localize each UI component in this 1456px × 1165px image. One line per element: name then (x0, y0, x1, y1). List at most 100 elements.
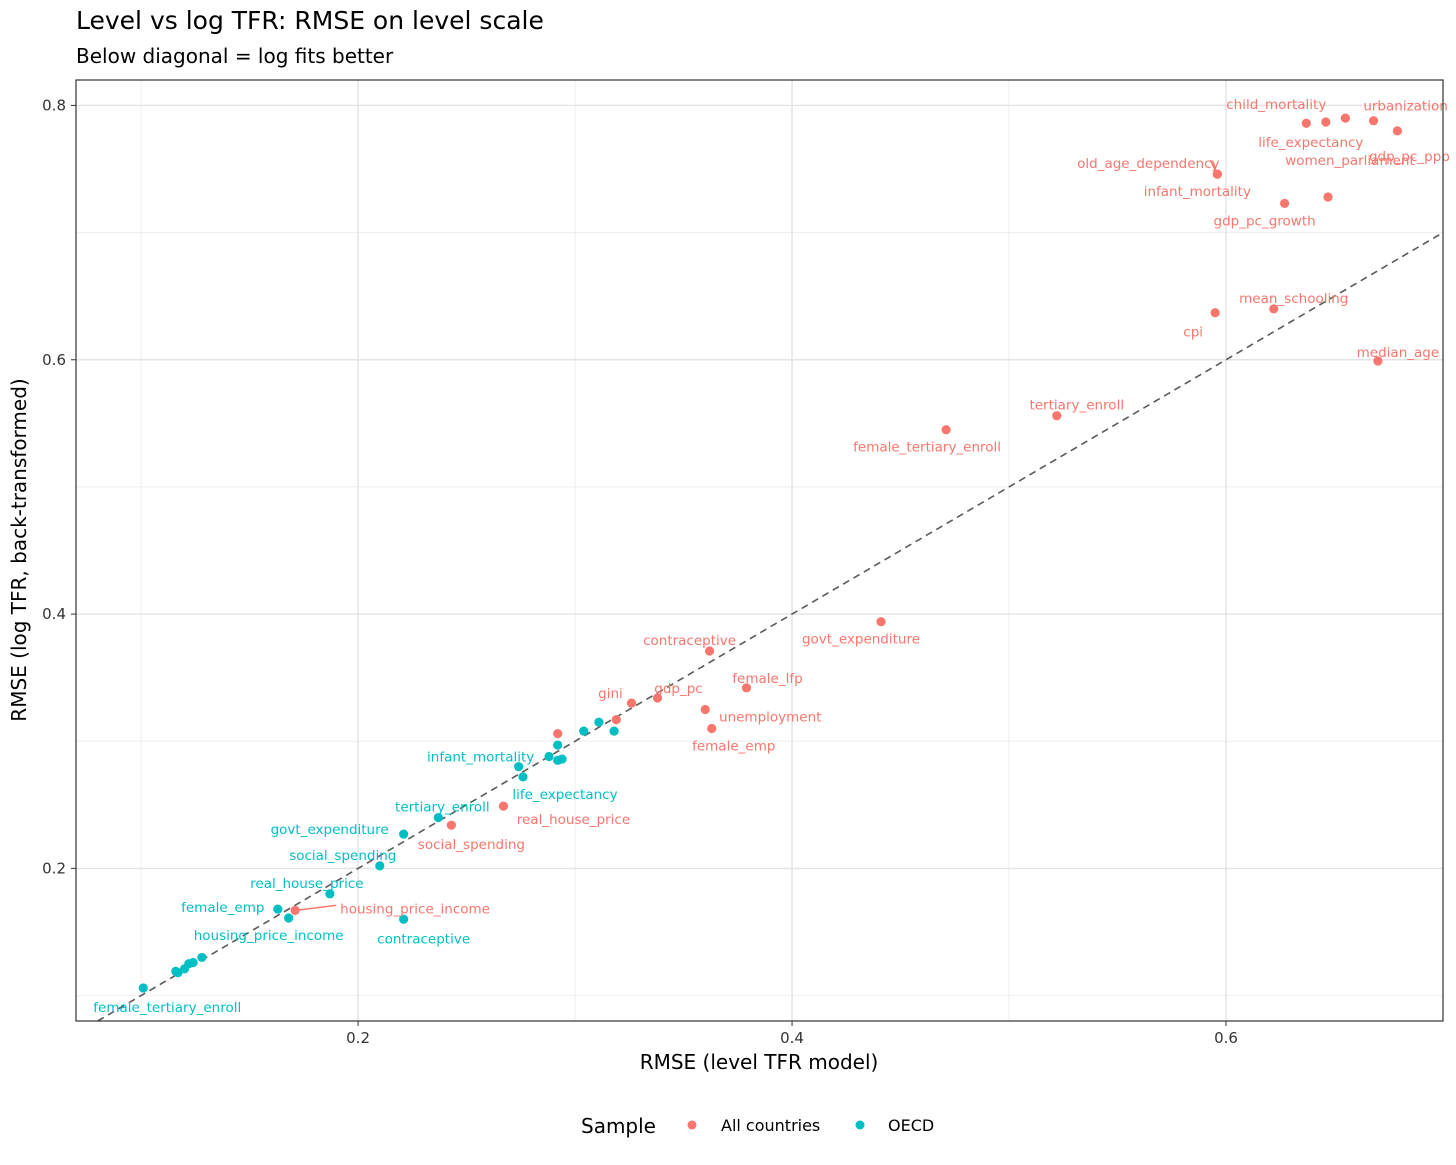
legend-label-all-countries: All countries (721, 1116, 820, 1135)
all-countries-point-label: social_spending (418, 837, 525, 853)
all-countries-point-label: real_house_price (517, 812, 630, 828)
oecd-point (171, 966, 181, 977)
all-countries-point-label: gdp_pc (654, 681, 702, 697)
all-countries-point-label: gdp_pc_growth (1214, 213, 1316, 229)
chart-subtitle: Below diagonal = log fits better (76, 44, 394, 68)
all-countries-point (1269, 304, 1279, 314)
x-axis-title: RMSE (level TFR model) (640, 1050, 879, 1074)
y-tick-label: 0.6 (42, 351, 66, 369)
oecd-point-label: life_expectancy (512, 787, 617, 803)
oecd-point (399, 914, 409, 924)
oecd-point (433, 812, 443, 823)
all-countries-point-label: gdp_pc_ppp (1369, 149, 1450, 165)
all-countries-point (1052, 411, 1062, 421)
all-countries-point (941, 425, 951, 435)
all-countries-point (1373, 356, 1383, 366)
oecd-point (273, 904, 283, 914)
oecd-point-label: infant_mortality (427, 750, 534, 766)
all-countries-point (1340, 113, 1350, 123)
all-countries-point (1301, 118, 1311, 128)
all-countries-point-label: women_parliament (1285, 153, 1415, 169)
oecd-point-label: housing_price_income (194, 928, 344, 944)
oecd-point (138, 983, 148, 993)
all-countries-point (498, 801, 509, 811)
x-tick-label: 0.2 (346, 1029, 370, 1047)
all-countries-point (1321, 117, 1331, 127)
all-countries-leader-line (295, 904, 337, 912)
oecd-point-label: tertiary_enroll (395, 800, 490, 816)
all-countries-point-label: female_emp (692, 739, 775, 755)
all-countries-point-label: housing_price_income (340, 901, 490, 917)
y-tick-label: 0.4 (42, 605, 66, 623)
all-countries-point-label: govt_expenditure (802, 632, 920, 648)
legend: Sample All countries OECD (581, 1114, 934, 1138)
oecd-point-label: female_emp (181, 900, 264, 916)
panel-background (76, 80, 1443, 1021)
oecd-point (375, 861, 385, 871)
all-countries-point (1210, 308, 1220, 318)
legend-title: Sample (581, 1114, 656, 1138)
all-countries-point (626, 698, 637, 708)
all-countries-point (741, 683, 752, 693)
all-countries-point (707, 723, 717, 734)
y-axis-title: RMSE (log TFR, back-transformed) (7, 378, 31, 721)
oecd-point-label: contraceptive (377, 931, 470, 947)
all-countries-point (652, 693, 663, 703)
oecd-point (325, 889, 335, 899)
panel-border (75, 79, 1444, 1022)
x-tick-label: 0.4 (780, 1029, 804, 1047)
all-countries-point (446, 820, 456, 830)
all-countries-point-label: gini (598, 686, 623, 702)
oecd-point (557, 754, 567, 764)
x-tick-label: 0.6 (1214, 1029, 1238, 1047)
all-countries-point-label: contraceptive (643, 633, 736, 649)
chart-title: Level vs log TFR: RMSE on level scale (76, 6, 544, 35)
all-countries-point (1368, 116, 1379, 126)
all-countries-point (876, 617, 886, 627)
all-countries-point (290, 905, 300, 915)
all-countries-point-label: life_expectancy (1258, 135, 1363, 151)
oecd-point (284, 913, 294, 923)
oecd-point-label: govt_expenditure (271, 822, 389, 838)
all-countries-point-label: cpi (1183, 325, 1203, 341)
oecd-point-label: real_house_price (250, 876, 363, 892)
all-countries-point (1392, 126, 1403, 136)
oecd-point (197, 952, 207, 963)
all-countries-point (553, 729, 563, 739)
all-countries-point (1323, 192, 1333, 202)
oecd-point (594, 717, 604, 727)
major-gridlines (76, 80, 1443, 1021)
oecd-point (553, 740, 563, 750)
data-labels: child_mortality urbanization life_expectan… (93, 97, 1450, 1016)
oecd-point (514, 762, 524, 772)
all-countries-point-label: tertiary_enroll (1029, 398, 1124, 414)
oecd-point (399, 829, 409, 839)
x-axis-ticks: 0.2 0.4 0.6 (346, 1021, 1238, 1047)
legend-label-oecd: OECD (888, 1116, 934, 1135)
all-countries-point-label: urbanization (1363, 99, 1447, 115)
all-countries-point-label: mean_schooling (1239, 291, 1348, 307)
all-countries-point-label: median_age (1357, 345, 1440, 361)
all-countries-point-label: unemployment (719, 709, 821, 725)
y-axis-ticks: 0.2 0.4 0.6 0.8 (42, 96, 76, 877)
oecd-point-label: female_tertiary_enroll (93, 1000, 241, 1016)
y-tick-label: 0.2 (42, 859, 66, 877)
oecd-point (518, 772, 528, 782)
data-points (138, 113, 1403, 993)
all-countries-point-label: old_age_dependency (1077, 156, 1219, 172)
oecd-point (544, 751, 554, 762)
legend-swatch-all-countries (687, 1120, 697, 1130)
all-countries-point-label: child_mortality (1226, 97, 1326, 113)
all-countries-point (1280, 198, 1290, 208)
all-countries-point-label: female_tertiary_enroll (853, 440, 1001, 456)
all-countries-point-label: female_lfp (732, 671, 802, 687)
oecd-point (579, 726, 589, 736)
plot-panel: child_mortality urbanization life_expectan… (75, 79, 1450, 1022)
all-countries-point (1212, 169, 1222, 179)
oecd-point (609, 726, 619, 736)
all-countries-point (704, 646, 715, 656)
diagonal-reference-line (97, 231, 1444, 1022)
oecd-point-label: social_spending (289, 848, 396, 864)
legend-swatch-oecd (855, 1120, 865, 1130)
